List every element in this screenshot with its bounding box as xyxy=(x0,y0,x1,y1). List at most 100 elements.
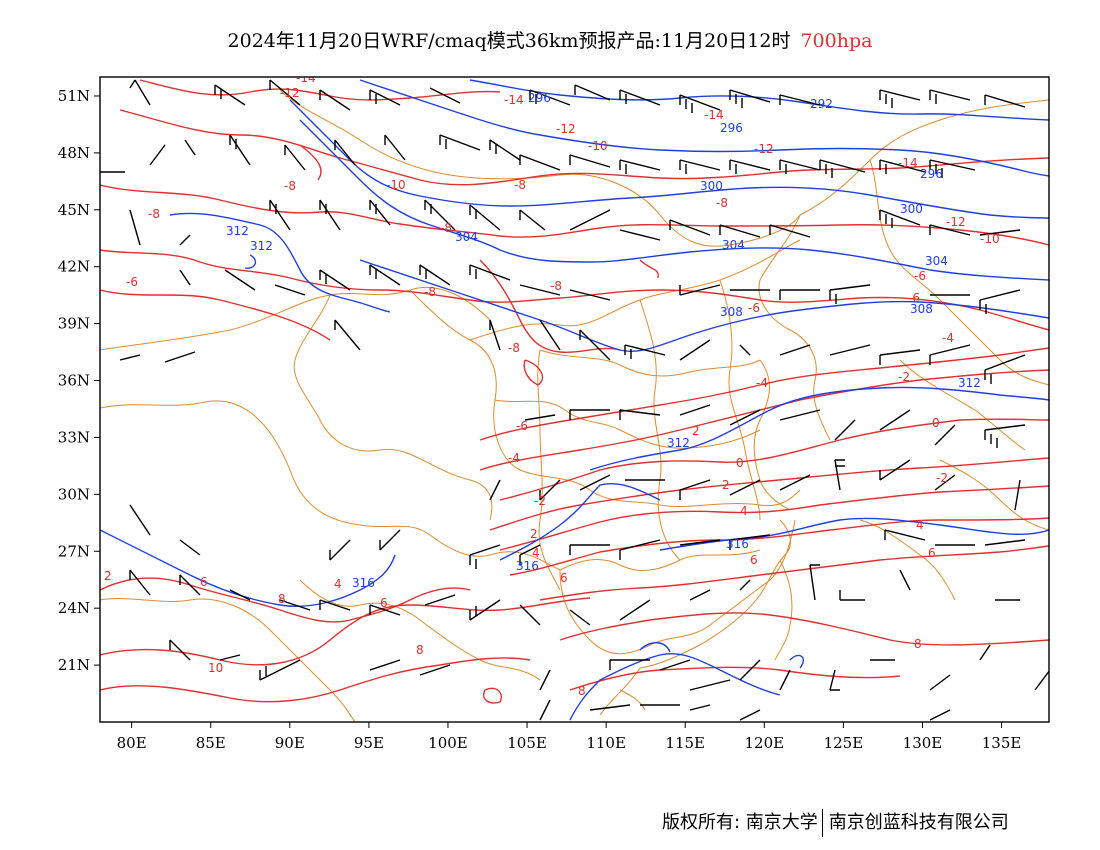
temperature-label: 2 xyxy=(104,569,112,583)
x-tick-label: 105E xyxy=(507,734,547,752)
height-label: 304 xyxy=(925,254,948,268)
temperature-label: -12 xyxy=(556,122,576,136)
temperature-label: -8 xyxy=(148,207,160,221)
y-axis: 51N 48N 45N 42N 39N 36N 33N 30N 27N 24N 21N xyxy=(58,87,100,674)
height-label-group: 296 292 296 296 300 300 304 304 304 308 … xyxy=(226,91,981,590)
y-tick-label: 36N xyxy=(58,372,90,390)
temperature-label: 4 xyxy=(532,546,540,560)
temperature-label: -4 xyxy=(756,376,768,390)
x-tick-label: 135E xyxy=(982,734,1022,752)
temperature-label: 8 xyxy=(578,684,586,698)
title-main: 2024年11月20日WRF/cmaq模式36km预报产品:11月20日12时 xyxy=(227,30,791,52)
x-tick-label: 85E xyxy=(196,734,226,752)
y-tick-label: 30N xyxy=(58,485,90,503)
temperature-label: 6 xyxy=(200,575,208,589)
temperature-label: -10 xyxy=(980,232,1000,246)
temperature-label: -8 xyxy=(440,221,452,235)
title-level: 700hpa xyxy=(800,30,873,52)
x-tick-label: 80E xyxy=(117,734,147,752)
x-tick-label: 100E xyxy=(428,734,468,752)
height-label: 304 xyxy=(455,230,478,244)
y-tick-label: 45N xyxy=(58,201,90,219)
temperature-label: -12 xyxy=(754,142,774,156)
temperature-label: 8 xyxy=(416,643,424,657)
temperature-label: -4 xyxy=(942,331,954,345)
temperature-label: -8 xyxy=(284,179,296,193)
temperature-label: -6 xyxy=(908,291,920,305)
temperature-label: -10 xyxy=(588,139,608,153)
x-tick-label: 95E xyxy=(354,734,384,752)
map-plot-area: 296 292 296 296 300 300 304 304 304 308 … xyxy=(100,71,1049,722)
height-label: 316 xyxy=(352,576,375,590)
x-tick-label: 130E xyxy=(903,734,943,752)
height-label: 296 xyxy=(920,167,943,181)
x-tick-label: 120E xyxy=(745,734,785,752)
height-contours xyxy=(100,79,1049,721)
temperature-label: 6 xyxy=(750,553,758,567)
temperature-label: -14 xyxy=(704,108,724,122)
temperature-label: 2 xyxy=(722,478,730,492)
temperature-label: -8 xyxy=(424,285,436,299)
y-tick-label: 51N xyxy=(58,87,90,105)
footer-separator xyxy=(821,809,823,837)
temperature-label: 2 xyxy=(692,424,700,438)
temperature-label: -14 xyxy=(296,71,316,85)
temperature-label: -8 xyxy=(550,279,562,293)
height-label: 292 xyxy=(810,97,833,111)
map-title: 2024年11月20日WRF/cmaq模式36km预报产品:11月20日12时 7… xyxy=(0,26,1100,53)
copyright-right: 南京创蓝科技有限公司 xyxy=(828,812,1009,833)
temperature-label: 6 xyxy=(928,546,936,560)
temperature-label: -14 xyxy=(504,93,524,107)
temperature-label: 8 xyxy=(278,592,286,606)
height-label: 316 xyxy=(516,559,539,573)
temperature-label: -6 xyxy=(516,419,528,433)
height-label: 296 xyxy=(720,121,743,135)
temperature-label: -6 xyxy=(126,275,138,289)
temperature-label: -10 xyxy=(386,178,406,192)
y-tick-label: 39N xyxy=(58,315,90,333)
copyright-footer: 版权所有: 南京大学 南京创蓝科技有限公司 xyxy=(662,808,1009,837)
y-tick-label: 42N xyxy=(58,258,90,276)
height-label: 300 xyxy=(700,179,723,193)
y-tick-label: 21N xyxy=(58,656,90,674)
temperature-label-group: -14 -12 -14 -14 -12 -10 -12 -14 -12 -10 … xyxy=(104,71,1000,698)
temperature-label: 4 xyxy=(916,518,924,532)
temperature-label: -6 xyxy=(748,301,760,315)
temperature-label: -12 xyxy=(280,86,300,100)
temperature-label: -14 xyxy=(898,156,918,170)
temperature-label: -8 xyxy=(508,341,520,355)
temperature-label: -2 xyxy=(936,471,948,485)
y-tick-label: 27N xyxy=(58,542,90,560)
height-label: 316 xyxy=(726,537,749,551)
height-label: 304 xyxy=(722,238,745,252)
plot-frame xyxy=(99,76,1050,723)
height-label: 312 xyxy=(226,224,249,238)
temperature-label: 2 xyxy=(530,527,538,541)
temperature-label: 6 xyxy=(380,596,388,610)
temperature-label: 4 xyxy=(740,504,748,518)
temperature-label: 0 xyxy=(932,416,940,430)
height-label: 312 xyxy=(667,436,690,450)
x-tick-label: 115E xyxy=(665,734,705,752)
x-tick-label: 125E xyxy=(824,734,864,752)
x-axis: 80E 85E 90E 95E 100E 105E 110E 115E 120E 125E 130E… xyxy=(117,722,1022,752)
boundary-lines xyxy=(100,89,1049,722)
y-tick-label: 33N xyxy=(58,428,90,446)
temperature-label: -4 xyxy=(508,451,520,465)
temperature-label: -12 xyxy=(946,215,966,229)
y-tick-label: 24N xyxy=(58,599,90,617)
height-label: 308 xyxy=(720,305,743,319)
height-label: 308 xyxy=(910,302,933,316)
temperature-label: -8 xyxy=(716,196,728,210)
height-label: 296 xyxy=(528,91,551,105)
temperature-label: -2 xyxy=(534,494,546,508)
height-label: 312 xyxy=(958,376,981,390)
copyright-left: 版权所有: 南京大学 xyxy=(662,812,818,833)
temperature-label: 6 xyxy=(560,571,568,585)
temperature-label: -2 xyxy=(898,370,910,384)
temperature-label: 10 xyxy=(208,661,223,675)
x-tick-label: 90E xyxy=(275,734,305,752)
temperature-label: 4 xyxy=(334,577,342,591)
x-tick-label: 110E xyxy=(586,734,626,752)
